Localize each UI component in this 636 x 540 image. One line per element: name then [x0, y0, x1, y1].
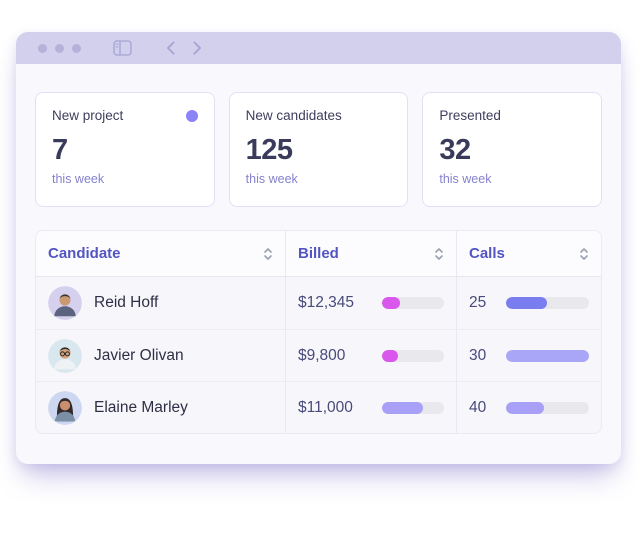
billed-progress-fill [382, 297, 400, 309]
avatar [48, 338, 82, 373]
status-dot [185, 109, 198, 122]
column-header-billed[interactable]: Billed [285, 231, 456, 276]
stats-row: New project 7 this week New candidates 1… [35, 92, 603, 207]
traffic-light-dot[interactable] [72, 43, 81, 53]
column-label: Billed [298, 245, 339, 262]
avatar [48, 286, 82, 320]
table-row[interactable]: Javier Olivan $9,800 30 [36, 329, 601, 381]
billed-progress-bar [382, 349, 444, 362]
stat-label: Presented [439, 108, 501, 123]
column-header-candidate[interactable]: Candidate [36, 231, 285, 276]
traffic-light-dot[interactable] [55, 43, 64, 53]
calls-count: 25 [469, 294, 487, 311]
back-chevron-icon[interactable] [166, 41, 175, 55]
calls-count: 30 [469, 346, 487, 364]
stat-card-presented: Presented 32 this week [422, 92, 603, 207]
stat-card-new-project: New project 7 this week [35, 92, 215, 207]
table-header-row: Candidate Billed Calls [36, 231, 601, 277]
table-row[interactable]: Elaine Marley $11,000 40 [36, 381, 601, 433]
billed-progress-bar [382, 297, 444, 309]
candidate-name: Reid Hoff [94, 294, 159, 311]
avatar [48, 390, 82, 425]
billed-progress-fill [382, 401, 423, 414]
candidates-table: Candidate Billed Calls [35, 230, 602, 434]
calls-progress-fill [506, 349, 589, 362]
billed-progress-bar [382, 401, 444, 414]
calls-progress-fill [506, 401, 545, 414]
calls-progress-bar [506, 297, 589, 309]
table-row[interactable]: Reid Hoff $12,345 25 [36, 277, 601, 329]
billed-amount: $12,345 [298, 294, 355, 311]
sort-icon[interactable] [579, 247, 589, 261]
stat-value: 125 [245, 134, 293, 166]
candidate-name: Elaine Marley [94, 398, 188, 416]
billed-progress-fill [382, 349, 398, 362]
stat-caption: this week [439, 172, 492, 186]
forward-chevron-icon[interactable] [193, 41, 202, 55]
stat-value: 32 [439, 134, 471, 166]
traffic-light-dots [38, 43, 81, 53]
billed-amount: $9,800 [298, 346, 346, 364]
sidebar-toggle-icon[interactable] [113, 40, 132, 56]
window-titlebar [16, 32, 621, 64]
window-content: New project 7 this week New candidates 1… [16, 92, 621, 434]
column-label: Calls [469, 245, 505, 262]
calls-progress-bar [506, 401, 589, 414]
browser-window: New project 7 this week New candidates 1… [16, 32, 621, 464]
traffic-light-dot[interactable] [38, 43, 47, 53]
stat-caption: this week [245, 172, 298, 186]
candidate-name: Javier Olivan [94, 346, 184, 364]
calls-progress-fill [506, 297, 547, 309]
billed-amount: $11,000 [298, 398, 353, 416]
stat-value: 7 [52, 134, 68, 166]
stat-label: New project [52, 108, 124, 123]
column-header-calls[interactable]: Calls [456, 231, 601, 276]
sort-icon[interactable] [434, 247, 444, 261]
column-label: Candidate [48, 245, 121, 262]
stat-label: New candidates [245, 108, 342, 123]
calls-progress-bar [506, 349, 589, 362]
stat-card-new-candidates: New candidates 125 this week [228, 92, 409, 207]
sort-icon[interactable] [263, 247, 273, 261]
calls-count: 40 [469, 398, 487, 416]
stat-caption: this week [52, 172, 105, 186]
